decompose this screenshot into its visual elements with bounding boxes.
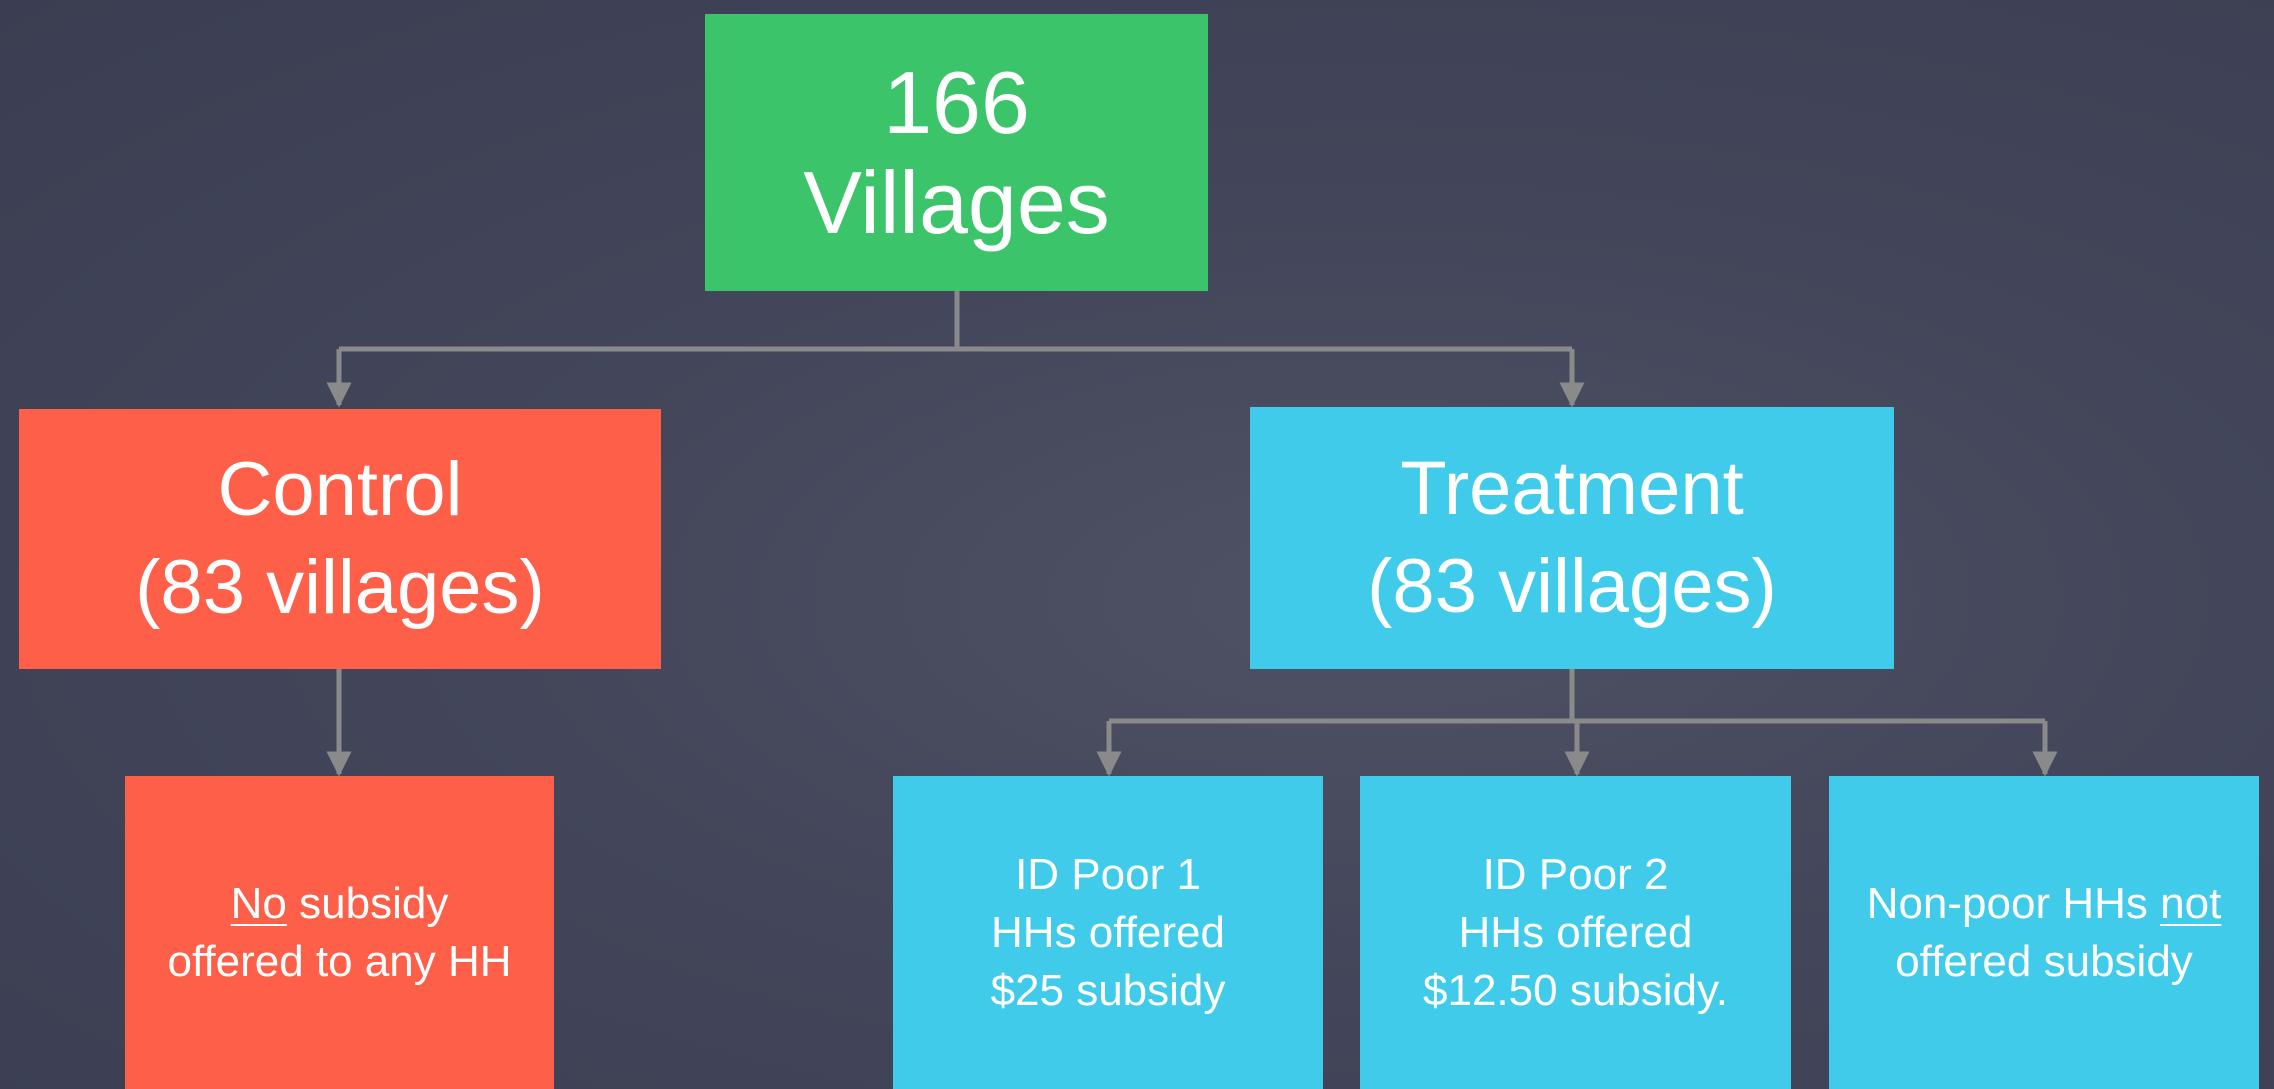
id-poor-2-node: ID Poor 2 HHs offered $12.50 subsidy.: [1360, 776, 1791, 1089]
underlined-text: not: [2160, 879, 2221, 928]
node-text: offered to any HH: [167, 933, 511, 991]
node-line: No subsidy: [231, 875, 449, 933]
control-node: Control (83 villages): [19, 409, 661, 669]
control-detail-node: No subsidy offered to any HH: [125, 776, 554, 1089]
node-text: ID Poor 1: [1015, 846, 1201, 904]
id-poor-1-node: ID Poor 1 HHs offered $25 subsidy: [893, 776, 1323, 1089]
non-poor-node: Non-poor HHs not offered subsidy: [1829, 776, 2259, 1089]
node-text: ID Poor 2: [1483, 846, 1669, 904]
node-text: $12.50 subsidy.: [1423, 962, 1728, 1020]
slide: 166 Villages Control (83 villages) Treat…: [0, 0, 2274, 1089]
node-text: (83 villages): [135, 539, 545, 637]
node-text: Treatment: [1400, 440, 1744, 538]
node-text: offered subsidy: [1895, 933, 2193, 991]
node-text: (83 villages): [1367, 538, 1777, 636]
node-text: 166: [883, 53, 1030, 153]
node-text: HHs offered: [1459, 904, 1693, 962]
node-line: Non-poor HHs not: [1867, 875, 2222, 933]
node-text: Villages: [803, 153, 1110, 253]
root-node: 166 Villages: [705, 14, 1208, 291]
node-text: Non-poor HHs: [1867, 879, 2148, 928]
node-text: subsidy: [299, 879, 448, 928]
treatment-node: Treatment (83 villages): [1250, 407, 1894, 669]
underlined-text: No: [231, 879, 287, 928]
node-text: Control: [218, 441, 463, 539]
node-text: $25 subsidy: [991, 962, 1226, 1020]
node-text: HHs offered: [991, 904, 1225, 962]
